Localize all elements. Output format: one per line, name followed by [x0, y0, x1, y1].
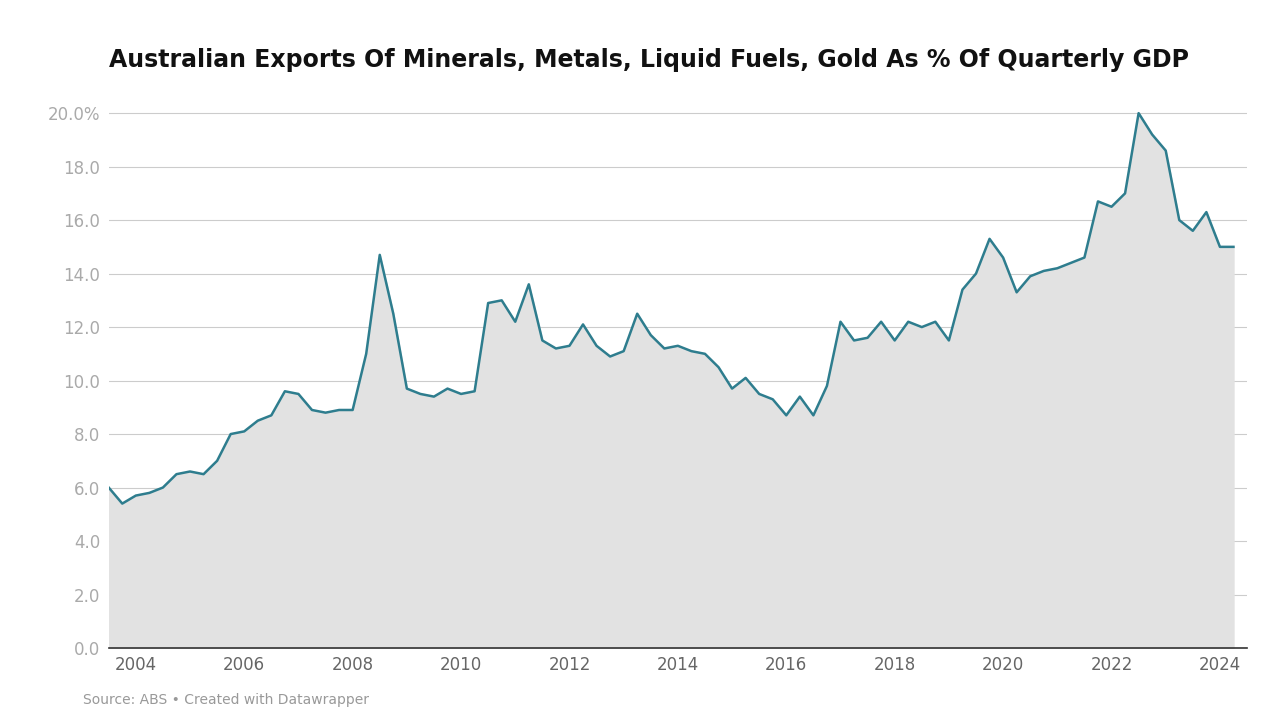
Text: Source: ABS • Created with Datawrapper: Source: ABS • Created with Datawrapper [83, 693, 370, 707]
Text: Australian Exports Of Minerals, Metals, Liquid Fuels, Gold As % Of Quarterly GDP: Australian Exports Of Minerals, Metals, … [109, 48, 1188, 72]
